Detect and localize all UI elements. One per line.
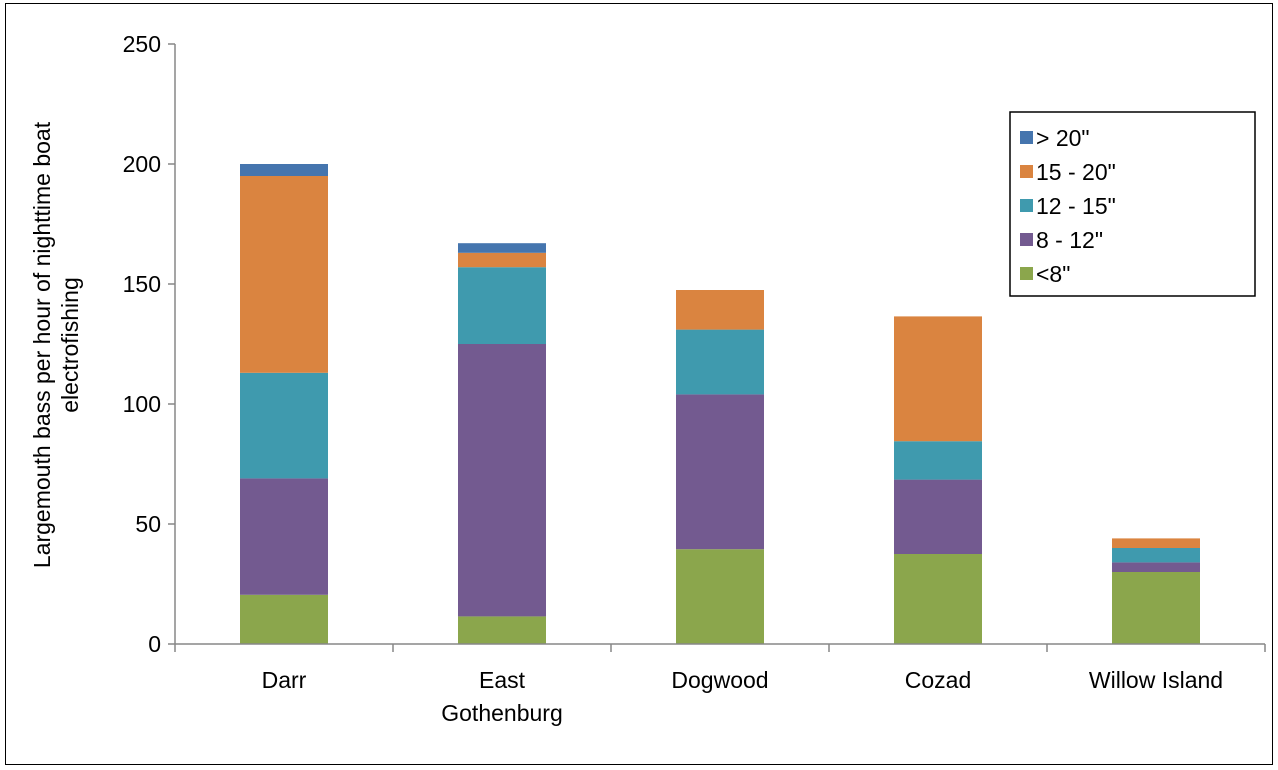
y-tick-label: 0 xyxy=(148,631,161,657)
legend-swatch xyxy=(1020,165,1033,178)
bar-segment xyxy=(240,478,328,595)
y-axis-label-line: electrofishing xyxy=(57,277,83,413)
y-tick-label: 50 xyxy=(135,511,161,537)
bar-segment xyxy=(894,479,982,554)
x-tick-label: East Gothenburg xyxy=(441,667,562,726)
bar-segment xyxy=(458,252,546,268)
y-tick-label: 200 xyxy=(123,151,161,177)
y-tick-label: 250 xyxy=(123,31,161,57)
bar-segment xyxy=(458,344,546,617)
bar-segment xyxy=(240,176,328,373)
bar-segment xyxy=(458,267,546,344)
legend-label: 12 - 15" xyxy=(1036,193,1116,219)
y-axis-label: Largemouth bass per hour of nighttime bo… xyxy=(29,121,83,568)
legend-box xyxy=(1009,111,1256,297)
bar-segment xyxy=(894,316,982,442)
x-tick-label: Willow Island xyxy=(1089,667,1223,693)
legend-swatch xyxy=(1020,267,1033,280)
legend-swatch xyxy=(1020,131,1033,144)
y-tick-label: 150 xyxy=(123,271,161,297)
bar-segment xyxy=(1112,538,1200,548)
bar-segment xyxy=(894,554,982,644)
bar-segment xyxy=(1112,572,1200,644)
x-tick-label: Dogwood xyxy=(671,667,768,693)
bar-segment xyxy=(1112,548,1200,563)
bar-segment xyxy=(458,243,546,253)
bars xyxy=(240,164,1200,644)
x-tick-label: Cozad xyxy=(905,667,971,693)
bar-segment xyxy=(676,290,764,330)
bar-segment xyxy=(458,616,546,644)
legend-label: > 20" xyxy=(1036,125,1090,151)
legend-label: 15 - 20" xyxy=(1036,159,1116,185)
legend: > 20" 15 - 20" 12 - 15" 8 - 12" <8" xyxy=(1009,111,1256,297)
y-axis: 0 50 100 150 200 250 xyxy=(123,31,176,657)
legend-swatch xyxy=(1020,233,1033,246)
bar-segment xyxy=(1112,562,1200,572)
bar-segment xyxy=(240,164,328,176)
x-tick-label: Darr xyxy=(262,667,307,693)
legend-label: <8" xyxy=(1036,261,1070,287)
legend-swatch xyxy=(1020,199,1033,212)
legend-label: 8 - 12" xyxy=(1036,227,1103,253)
bar-segment xyxy=(240,594,328,644)
bar-segment xyxy=(894,441,982,480)
bar-segment xyxy=(676,549,764,644)
y-axis-label-line: Largemouth bass per hour of nighttime bo… xyxy=(29,121,55,568)
bar-segment xyxy=(676,329,764,395)
bar-segment xyxy=(676,394,764,550)
y-tick-label: 100 xyxy=(123,391,161,417)
x-axis: Darr East Gothenburg Dogwood Cozad Willow Isl… xyxy=(174,643,1266,726)
bar-segment xyxy=(240,372,328,479)
